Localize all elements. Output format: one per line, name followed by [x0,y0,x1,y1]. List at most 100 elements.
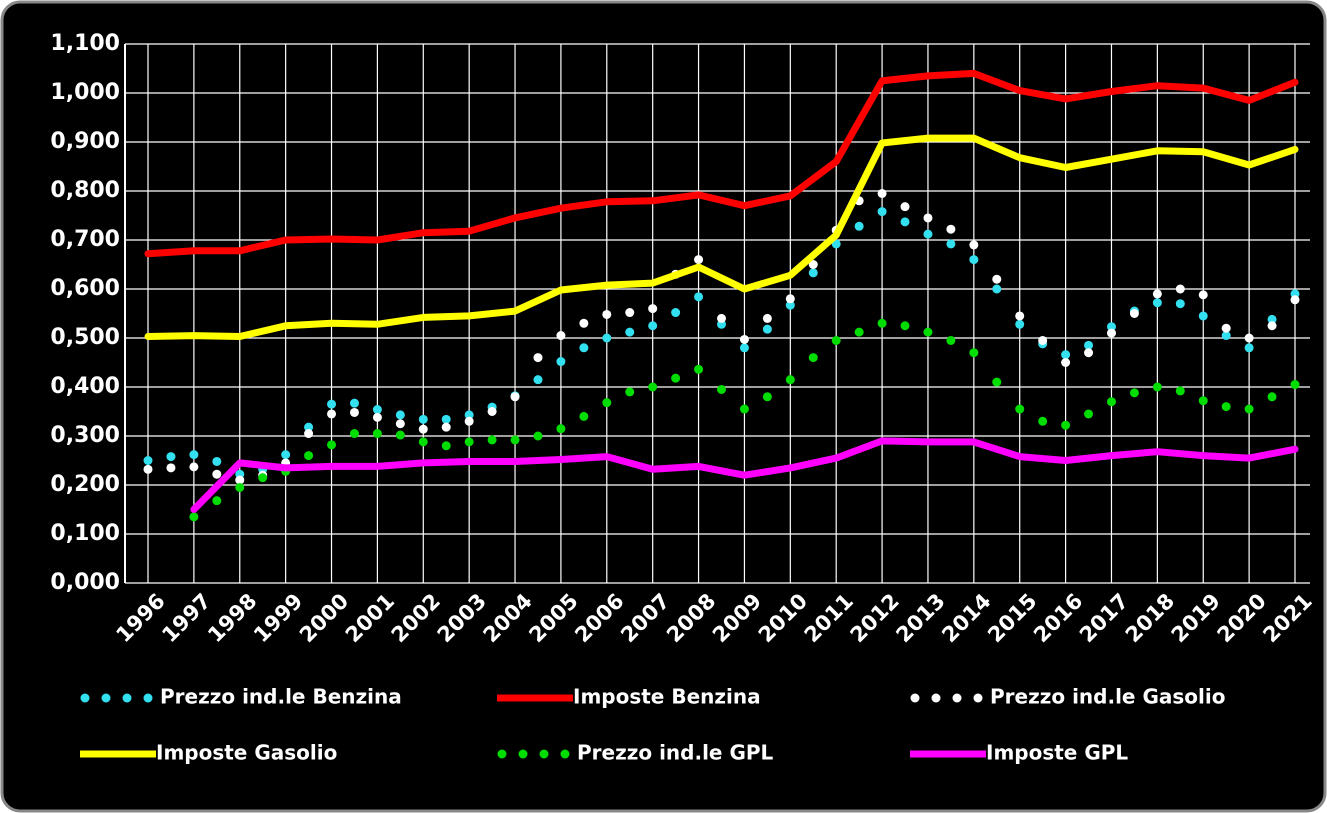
data-point [1221,323,1231,333]
data-point [1129,309,1139,318]
data-point [372,405,382,415]
data-point [464,416,474,426]
data-point [877,318,887,328]
data-point [992,377,1002,387]
legend-symbol [931,693,941,703]
data-point [1084,340,1094,350]
data-point [143,464,153,474]
data-point [739,334,749,344]
y-tick-label: 1,000 [50,80,120,105]
y-tick-label: 0,700 [50,227,120,252]
legend-symbol [122,693,132,703]
data-point [166,463,176,473]
data-point [579,343,589,353]
legend-label: Prezzo ind.le Gasolio [990,685,1225,709]
legend-symbol [497,749,507,759]
data-point [762,313,772,323]
data-point [418,424,428,434]
data-point [533,431,543,441]
data-point [327,399,337,409]
legend-symbol [518,749,528,759]
legend-symbol [952,693,962,703]
data-point [1175,299,1185,309]
data-point [992,284,1002,294]
legend-label: Imposte GPL [986,741,1128,765]
data-point [556,424,566,434]
data-point [441,441,451,451]
data-point [900,321,910,331]
data-point [785,294,795,304]
data-point [694,292,704,302]
data-point [739,404,749,414]
data-point [395,410,405,420]
data-point [1061,358,1071,367]
data-point [579,411,589,421]
data-point [739,343,749,353]
data-point [1152,289,1162,299]
data-point [1015,311,1025,321]
data-point [1038,416,1048,426]
data-point [1015,404,1025,414]
y-tick-label: 0,600 [50,276,120,301]
data-point [1198,396,1208,406]
legend-symbol [910,693,920,703]
data-point [923,229,933,239]
data-point [533,375,543,385]
data-point [969,348,979,358]
data-point [625,327,635,337]
data-point [923,327,933,337]
series-line [190,437,1299,513]
data-point [717,313,726,323]
data-point [533,353,543,363]
legend-symbol [560,749,570,759]
data-point [602,309,612,319]
data-point [1244,333,1254,343]
series-line [144,69,1299,258]
data-point [395,419,405,429]
data-point [1267,392,1277,402]
data-point [349,429,359,439]
legend-symbol [973,693,983,703]
data-point [212,496,222,506]
y-tick-label: 0,500 [50,325,120,350]
data-point [808,353,818,363]
data-point [464,437,474,447]
data-point [1129,388,1139,398]
y-tick-label: 0,900 [50,129,120,154]
data-point [166,452,176,462]
data-point [854,221,864,231]
data-point [762,324,772,334]
y-tick-label: 1,100 [50,31,120,56]
data-point [556,331,566,341]
data-point [625,387,635,397]
data-point [969,240,979,250]
y-tick-label: 0,300 [50,423,120,448]
data-point [808,260,818,269]
data-point [648,382,658,392]
legend-symbol [539,749,549,759]
data-point [808,268,818,278]
data-point [304,451,314,461]
data-point [969,255,979,265]
data-point [992,274,1002,284]
data-point [1106,328,1116,338]
data-point [946,335,956,345]
data-point [189,462,199,472]
legend-label: Prezzo ind.le Benzina [160,685,402,709]
legend-symbol [143,693,153,703]
data-point [785,300,795,310]
data-point [441,422,451,432]
data-point [395,430,405,440]
data-point [372,429,382,439]
y-tick-label: 0,800 [50,178,120,203]
data-point [418,437,428,447]
data-point [487,435,497,445]
data-point [1038,335,1048,345]
data-point [1152,298,1162,308]
data-point [304,429,314,439]
data-point [602,398,612,408]
series-line [144,134,1299,340]
data-point [1221,402,1231,412]
data-point [1267,321,1277,331]
